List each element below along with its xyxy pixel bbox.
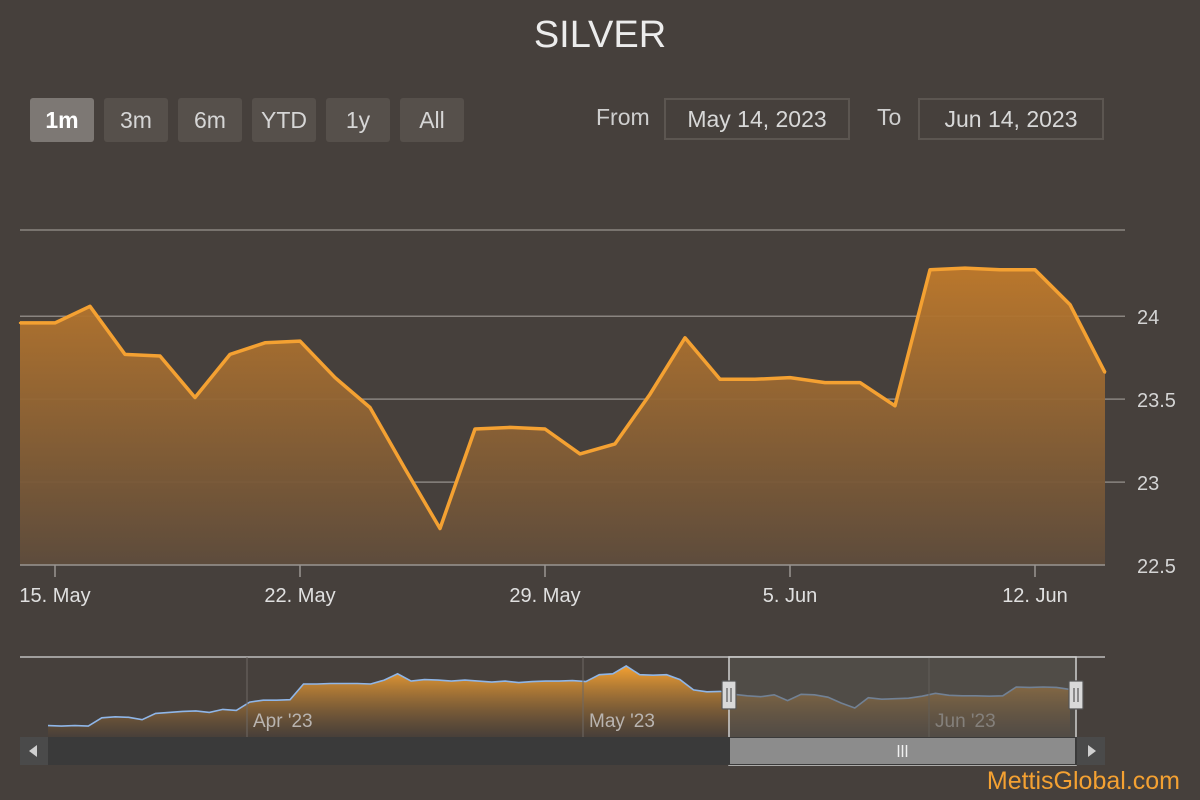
navigator-left-handle[interactable] xyxy=(721,680,737,710)
data-point xyxy=(648,393,652,396)
x-tick-label: 15. May xyxy=(19,585,90,607)
navigator-right-handle[interactable] xyxy=(1068,680,1084,710)
x-tick-label: 12. Jun xyxy=(1002,585,1068,607)
y-tick-label: 24 xyxy=(1137,307,1159,329)
range-all-button[interactable]: All xyxy=(400,98,464,142)
data-point xyxy=(298,339,302,343)
from-date-input[interactable]: May 14, 2023 xyxy=(664,98,850,140)
range-3m-button[interactable]: 3m xyxy=(104,98,168,142)
data-point xyxy=(438,527,442,530)
data-point xyxy=(1068,303,1072,306)
x-tick-label: 22. May xyxy=(264,585,335,607)
y-tick-label: 23 xyxy=(1137,473,1159,495)
x-tick-label: 29. May xyxy=(509,585,580,607)
chart-title: SILVER xyxy=(533,14,667,56)
navigator-label: Apr '23 xyxy=(253,711,313,732)
data-point xyxy=(158,354,162,358)
data-point xyxy=(193,396,197,399)
from-label: From xyxy=(596,104,650,130)
watermark: MettisGlobal.com xyxy=(986,767,1180,795)
handle-body[interactable] xyxy=(721,680,737,710)
chevron-left-icon xyxy=(29,745,37,757)
data-point xyxy=(1033,268,1037,271)
y-tick-label: 23.5 xyxy=(1137,390,1176,412)
data-point xyxy=(543,427,547,431)
data-point xyxy=(1103,371,1107,374)
series-area xyxy=(20,268,1105,565)
data-point xyxy=(858,381,862,384)
data-point xyxy=(88,305,92,308)
series-line xyxy=(20,266,1107,531)
data-point xyxy=(613,442,617,446)
y-tick-label: 22.5 xyxy=(1137,556,1176,578)
data-point xyxy=(893,404,897,407)
data-point xyxy=(403,467,407,470)
data-point xyxy=(823,381,827,384)
data-point xyxy=(18,321,22,325)
data-point xyxy=(788,376,792,379)
data-point xyxy=(753,378,757,381)
chevron-right-icon xyxy=(1088,745,1096,757)
data-point xyxy=(578,452,582,456)
data-point xyxy=(53,321,57,325)
data-point xyxy=(228,353,232,356)
data-point xyxy=(123,353,127,356)
range-ytd-button[interactable]: YTD xyxy=(252,98,316,142)
handle-body[interactable] xyxy=(1068,680,1084,710)
range-1m-button[interactable]: 1m xyxy=(30,98,94,142)
data-point xyxy=(508,426,512,429)
x-tick-label: 5. Jun xyxy=(763,585,817,607)
data-point xyxy=(718,378,722,381)
navigator-label: May '23 xyxy=(589,711,655,732)
range-6m-button[interactable]: 6m xyxy=(178,98,242,142)
range-1y-button[interactable]: 1y xyxy=(326,98,390,142)
data-point xyxy=(368,406,372,409)
data-point xyxy=(333,376,337,379)
to-label: To xyxy=(877,104,902,130)
data-point xyxy=(473,427,477,431)
data-point xyxy=(963,266,967,270)
data-point xyxy=(263,341,267,344)
data-point xyxy=(683,336,687,339)
data-point xyxy=(928,268,932,271)
to-date-input[interactable]: Jun 14, 2023 xyxy=(918,98,1104,140)
data-point xyxy=(998,268,1002,271)
